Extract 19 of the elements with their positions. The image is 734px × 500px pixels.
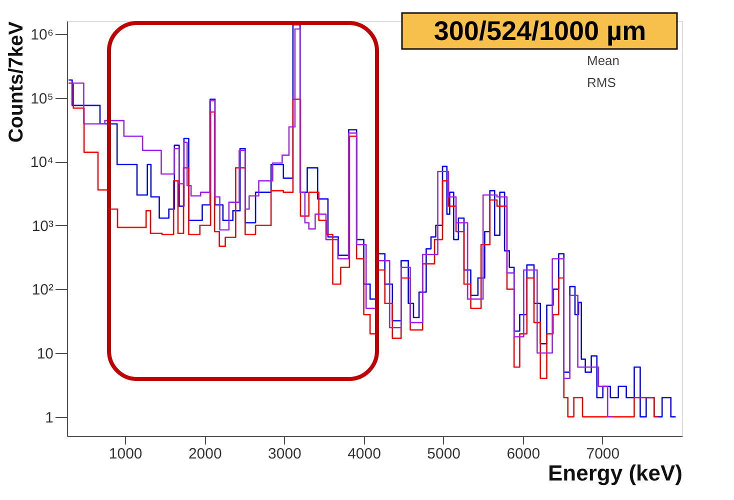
x-tick-label: 1000	[108, 446, 142, 462]
x-tick-label: 3000	[268, 446, 302, 462]
annotation: 300/524/1000 µm	[434, 16, 646, 46]
y-tick-label: 10⁴	[30, 154, 54, 172]
x-tick-label: 2000	[188, 446, 222, 462]
y-tick-label: 10⁶	[30, 26, 54, 44]
x-tick-label: 7000	[586, 446, 620, 462]
x-tick-label: 4000	[348, 446, 381, 462]
y-tick-label: 10⁵	[30, 90, 54, 108]
y-tick-label: 10²	[32, 282, 54, 299]
y-axis-title: Counts/7keV	[5, 20, 28, 143]
x-tick-label: 5000	[427, 446, 461, 462]
y-tick-label: 10³	[32, 218, 54, 235]
x-axis-title: Energy (keV)	[548, 460, 682, 486]
y-tick-label: 1	[45, 409, 54, 426]
annotation: Mean	[587, 53, 620, 68]
annotation: RMS	[587, 75, 616, 90]
x-tick-label: 6000	[506, 446, 540, 462]
y-tick-label: 10	[36, 346, 54, 362]
